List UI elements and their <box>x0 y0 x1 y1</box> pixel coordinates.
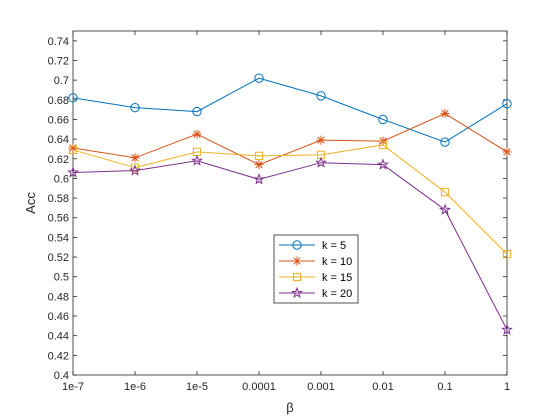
series-layer <box>67 73 513 335</box>
x-tick-label: 1e-6 <box>124 381 146 393</box>
data-point <box>502 99 512 109</box>
legend-item: k = 10 <box>279 256 352 268</box>
y-tick-label: 0.4 <box>54 370 69 382</box>
data-point <box>130 163 140 172</box>
series-line <box>72 112 508 166</box>
data-point <box>316 91 326 101</box>
plot-area <box>72 30 508 376</box>
asterisk-stroke <box>441 109 449 118</box>
series-k-5 <box>68 73 512 147</box>
data-point <box>192 129 202 139</box>
data-point <box>502 147 512 157</box>
y-axis-title: Acc <box>23 192 38 214</box>
legend: k = 5 k = 10 k = 15 k = 20 <box>273 234 359 304</box>
data-point <box>130 153 140 163</box>
asterisk-stroke <box>193 130 201 138</box>
data-point <box>440 137 450 147</box>
data-point <box>439 203 451 215</box>
legend-label: k = 10 <box>322 256 352 268</box>
x-tick-label: 0.1 <box>437 381 452 393</box>
data-point <box>253 173 265 185</box>
x-axis: 1e-7 1e-6 1e-5 0.0001 0.001 0.01 0.1 1 <box>62 31 510 393</box>
y-axis: 0.4 0.42 0.44 0.46 0.48 0.5 0.52 0.54 0.56 0.58 0.… <box>48 36 507 382</box>
y-tick-label: 0.66 <box>48 114 69 126</box>
data-point <box>254 73 264 83</box>
legend-label: k = 15 <box>322 272 352 284</box>
data-point <box>67 166 79 178</box>
series-line <box>72 144 508 255</box>
data-point <box>501 323 513 335</box>
data-point <box>378 114 388 125</box>
series-k-20 <box>67 154 513 335</box>
series-line <box>72 160 508 331</box>
legend-box <box>273 234 359 304</box>
asterisk-stroke <box>293 257 301 265</box>
y-tick-label: 0.7 <box>54 75 69 87</box>
y-tick-label: 0.56 <box>48 213 69 225</box>
legend-item: k = 20 <box>279 286 352 300</box>
x-tick-label: 0.0001 <box>242 381 276 393</box>
legend-label: k = 5 <box>322 240 346 252</box>
data-point <box>440 188 450 197</box>
y-tick-label: 0.52 <box>48 252 69 264</box>
data-point <box>502 250 512 259</box>
series-k-10 <box>68 109 512 170</box>
y-tick-label: 0.72 <box>48 55 69 67</box>
y-tick-label: 0.48 <box>48 291 69 303</box>
data-point <box>68 93 78 103</box>
x-tick-label: 0.001 <box>307 381 335 393</box>
legend-item: k = 5 <box>279 240 346 252</box>
asterisk-stroke <box>69 144 77 152</box>
data-point <box>316 135 326 145</box>
x-tick-label: 1e-7 <box>62 381 84 393</box>
asterisk-stroke <box>317 136 325 144</box>
x-tick-label: 1 <box>504 381 510 393</box>
data-point <box>254 151 264 160</box>
x-tick-label: 0.01 <box>372 381 393 393</box>
data-point <box>440 109 450 119</box>
data-point <box>254 160 264 170</box>
y-tick-label: 0.6 <box>54 173 69 185</box>
x-tick-label: 1e-5 <box>186 381 208 393</box>
y-tick-label: 0.42 <box>48 350 69 362</box>
x-axis-title: β <box>286 400 293 415</box>
y-tick-label: 0.54 <box>48 232 69 244</box>
legend-marker <box>292 240 302 250</box>
y-tick-label: 0.44 <box>48 331 69 343</box>
y-tick-label: 0.46 <box>48 311 69 323</box>
legend-marker <box>291 286 303 299</box>
series-line <box>72 77 508 143</box>
legend-item: k = 15 <box>279 272 352 284</box>
y-tick-label: 0.5 <box>54 272 69 284</box>
asterisk-stroke <box>255 161 263 169</box>
data-point <box>192 106 202 117</box>
data-point <box>191 154 203 166</box>
legend-marker <box>292 256 302 266</box>
legend-label: k = 20 <box>322 288 352 300</box>
data-point <box>378 140 388 150</box>
y-tick-label: 0.64 <box>48 134 69 146</box>
legend-marker <box>292 272 302 282</box>
y-tick-label: 0.58 <box>48 193 69 205</box>
y-tick-label: 0.62 <box>48 154 69 166</box>
asterisk-stroke <box>131 154 139 162</box>
data-point <box>315 156 327 168</box>
data-point <box>377 158 389 170</box>
data-point <box>130 102 140 113</box>
y-tick-label: 0.68 <box>48 95 69 107</box>
asterisk-stroke <box>503 148 511 156</box>
y-tick-label: 0.74 <box>48 36 69 48</box>
data-point <box>129 164 141 176</box>
data-point <box>68 145 78 155</box>
